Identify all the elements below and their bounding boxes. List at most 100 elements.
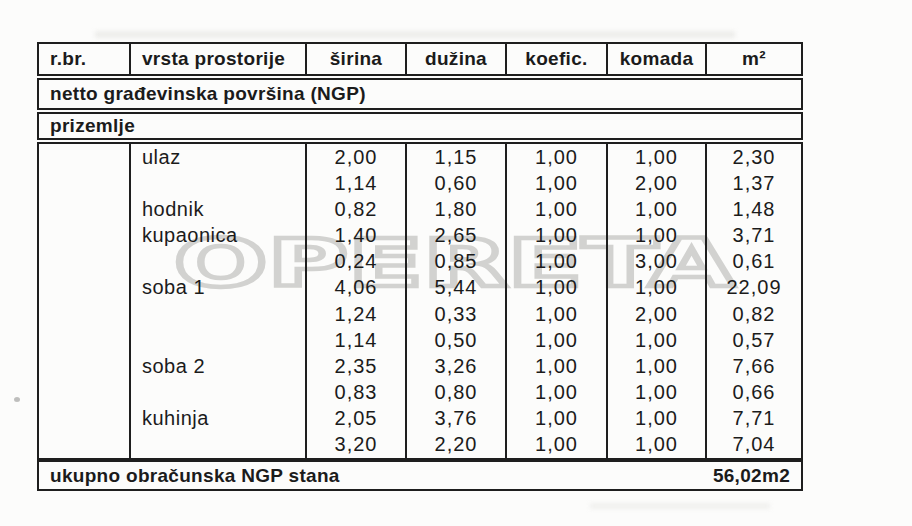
scan-speck (14, 397, 20, 402)
table-data-grid: ulaz2,001,151,001,002,301,140,601,002,00… (37, 142, 803, 460)
column-header-koefic: koefic. (505, 44, 606, 74)
scan-smudge-top (95, 31, 735, 38)
column-header-sirina: širina (305, 44, 405, 74)
cell-m2: 7,66 (705, 353, 801, 379)
cell-rbr (39, 379, 129, 405)
cell-komada: 1,00 (606, 353, 705, 379)
scanned-document-page: OPERETA r.br. vrsta prostorije širina du… (0, 0, 912, 526)
cell-sirina: 0,82 (305, 196, 405, 222)
column-header-vrsta-prostorije: vrsta prostorije (129, 44, 305, 74)
cell-m2: 1,37 (705, 170, 801, 196)
cell-duzina: 0,60 (405, 170, 505, 196)
cell-room-label (129, 249, 305, 275)
cell-sirina: 0,24 (305, 249, 405, 275)
cell-rbr (39, 432, 129, 458)
column-header-komada: komada (606, 44, 705, 74)
cell-rbr (39, 301, 129, 327)
cell-sirina: 2,35 (305, 353, 405, 379)
section-row-prizemlje: prizemlje (37, 112, 803, 140)
cell-sirina: 4,06 (305, 275, 405, 301)
cell-rbr (39, 222, 129, 248)
cell-room-label (129, 327, 305, 353)
cell-duzina: 1,15 (405, 144, 505, 170)
cell-duzina: 0,50 (405, 327, 505, 353)
cell-koefic: 1,00 (505, 432, 606, 458)
cell-sirina: 0,83 (305, 379, 405, 405)
cell-room-label: hodnik (129, 196, 305, 222)
cell-m2: 0,61 (705, 249, 801, 275)
cell-duzina: 3,76 (405, 406, 505, 432)
cell-koefic: 1,00 (505, 249, 606, 275)
column-header-rbr: r.br. (39, 44, 129, 74)
cell-koefic: 1,00 (505, 301, 606, 327)
cell-komada: 1,00 (606, 144, 705, 170)
cell-koefic: 1,00 (505, 379, 606, 405)
cell-rbr (39, 170, 129, 196)
cell-koefic: 1,00 (505, 222, 606, 248)
cell-m2: 3,71 (705, 222, 801, 248)
footer-total-label: ukupno obračunska NGP stana (50, 465, 340, 487)
cell-koefic: 1,00 (505, 275, 606, 301)
cell-komada: 1,00 (606, 379, 705, 405)
cell-m2: 0,57 (705, 327, 801, 353)
cell-komada: 1,00 (606, 196, 705, 222)
cell-m2: 22,09 (705, 275, 801, 301)
cell-rbr (39, 196, 129, 222)
cell-duzina: 0,80 (405, 379, 505, 405)
cell-rbr (39, 327, 129, 353)
cell-sirina: 1,14 (305, 327, 405, 353)
cell-m2: 7,04 (705, 432, 801, 458)
cell-komada: 1,00 (606, 327, 705, 353)
cell-room-label: kuhinja (129, 406, 305, 432)
cell-komada: 1,00 (606, 222, 705, 248)
column-header-m2: m² (705, 44, 801, 74)
cell-duzina: 2,65 (405, 222, 505, 248)
cell-room-label (129, 301, 305, 327)
cell-duzina: 5,44 (405, 275, 505, 301)
cell-koefic: 1,00 (505, 170, 606, 196)
footer-total-value: 56,02m2 (713, 465, 790, 487)
cell-komada: 1,00 (606, 406, 705, 432)
column-header-duzina: dužina (405, 44, 505, 74)
cell-duzina: 1,80 (405, 196, 505, 222)
cell-duzina: 0,33 (405, 301, 505, 327)
cell-komada: 1,00 (606, 432, 705, 458)
cell-room-label: soba 2 (129, 353, 305, 379)
cell-koefic: 1,00 (505, 144, 606, 170)
cell-komada: 2,00 (606, 301, 705, 327)
cell-koefic: 1,00 (505, 196, 606, 222)
cell-komada: 3,00 (606, 249, 705, 275)
cell-m2: 0,82 (705, 301, 801, 327)
cell-m2: 1,48 (705, 196, 801, 222)
cell-room-label: soba 1 (129, 275, 305, 301)
cell-room-label (129, 379, 305, 405)
cell-duzina: 2,20 (405, 432, 505, 458)
cell-room-label: ulaz (129, 144, 305, 170)
cell-sirina: 1,40 (305, 222, 405, 248)
cell-duzina: 3,26 (405, 353, 505, 379)
cell-m2: 7,71 (705, 406, 801, 432)
section-row-ngp: netto građevinska površina (NGP) (37, 78, 803, 110)
cell-rbr (39, 353, 129, 379)
cell-komada: 1,00 (606, 275, 705, 301)
cell-koefic: 1,00 (505, 327, 606, 353)
section-row-prizemlje-label: prizemlje (50, 115, 135, 137)
section-row-ngp-label: netto građevinska površina (NGP) (50, 83, 366, 105)
cell-sirina: 3,20 (305, 432, 405, 458)
table-footer-row: ukupno obračunska NGP stana 56,02m2 (37, 460, 803, 491)
cell-sirina: 2,05 (305, 406, 405, 432)
cell-rbr (39, 249, 129, 275)
cell-rbr (39, 406, 129, 432)
cell-room-label: kupaonica (129, 222, 305, 248)
cell-room-label (129, 432, 305, 458)
table-header-row: r.br. vrsta prostorije širina dužina koe… (37, 42, 803, 76)
cell-room-label (129, 170, 305, 196)
cell-rbr (39, 275, 129, 301)
cell-duzina: 0,85 (405, 249, 505, 275)
cell-sirina: 1,14 (305, 170, 405, 196)
cell-koefic: 1,00 (505, 406, 606, 432)
cell-koefic: 1,00 (505, 353, 606, 379)
cell-m2: 0,66 (705, 379, 801, 405)
cell-sirina: 2,00 (305, 144, 405, 170)
cell-m2: 2,30 (705, 144, 801, 170)
